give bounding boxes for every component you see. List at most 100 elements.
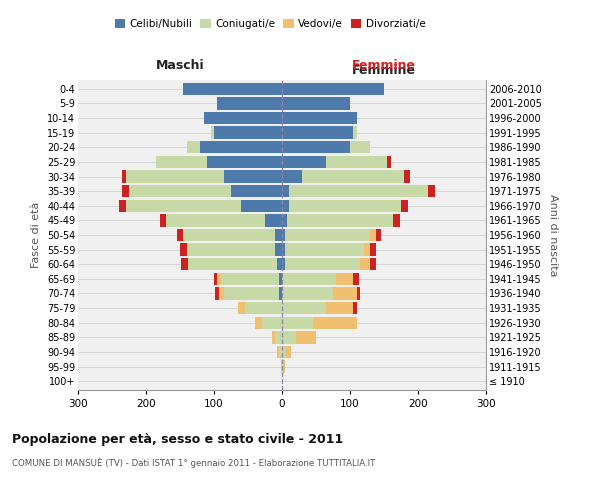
- Bar: [302, 170, 404, 182]
- Bar: [282, 82, 384, 95]
- Bar: [337, 272, 353, 285]
- Bar: [214, 272, 217, 285]
- Bar: [282, 200, 289, 212]
- Bar: [125, 200, 241, 212]
- Bar: [282, 272, 337, 285]
- Bar: [282, 156, 326, 168]
- Bar: [122, 170, 125, 182]
- Text: Popolazione per età, sesso e stato civile - 2011: Popolazione per età, sesso e stato civil…: [12, 432, 343, 446]
- Bar: [326, 302, 353, 314]
- Bar: [370, 258, 376, 270]
- Bar: [184, 229, 275, 241]
- Bar: [277, 258, 282, 270]
- Bar: [282, 126, 353, 139]
- Bar: [286, 346, 291, 358]
- Bar: [353, 272, 359, 285]
- Bar: [393, 214, 400, 226]
- Bar: [214, 126, 282, 139]
- Bar: [282, 331, 296, 344]
- Bar: [278, 288, 282, 300]
- Bar: [289, 200, 401, 212]
- Bar: [241, 200, 282, 212]
- Bar: [262, 316, 282, 329]
- Bar: [282, 141, 350, 154]
- Bar: [370, 229, 376, 241]
- Bar: [238, 302, 245, 314]
- Bar: [282, 258, 286, 270]
- Bar: [156, 156, 207, 168]
- Bar: [221, 272, 278, 285]
- Text: Maschi: Maschi: [155, 59, 205, 72]
- Bar: [275, 244, 282, 256]
- Bar: [272, 331, 275, 344]
- Bar: [277, 346, 278, 358]
- Bar: [207, 156, 282, 168]
- Bar: [286, 229, 370, 241]
- Bar: [428, 185, 435, 198]
- Bar: [282, 316, 313, 329]
- Bar: [187, 141, 200, 154]
- Bar: [129, 185, 231, 198]
- Bar: [282, 97, 350, 110]
- Bar: [353, 126, 357, 139]
- Bar: [353, 302, 357, 314]
- Bar: [289, 185, 428, 198]
- Bar: [282, 244, 286, 256]
- Bar: [350, 141, 370, 154]
- Bar: [122, 185, 129, 198]
- Bar: [376, 229, 381, 241]
- Bar: [217, 272, 221, 285]
- Bar: [275, 331, 282, 344]
- Bar: [388, 156, 391, 168]
- Bar: [255, 316, 262, 329]
- Bar: [404, 170, 410, 182]
- Bar: [364, 244, 370, 256]
- Text: Femmine: Femmine: [352, 64, 416, 77]
- Bar: [282, 360, 283, 373]
- Bar: [283, 360, 286, 373]
- Bar: [282, 346, 286, 358]
- Bar: [282, 185, 289, 198]
- Text: COMUNE DI MANSUÈ (TV) - Dati ISTAT 1° gennaio 2011 - Elaborazione TUTTITALIA.IT: COMUNE DI MANSUÈ (TV) - Dati ISTAT 1° ge…: [12, 458, 376, 468]
- Bar: [275, 229, 282, 241]
- Bar: [401, 200, 408, 212]
- Bar: [282, 170, 302, 182]
- Bar: [204, 112, 282, 124]
- Bar: [217, 97, 282, 110]
- Bar: [326, 156, 388, 168]
- Bar: [282, 302, 326, 314]
- Bar: [313, 316, 357, 329]
- Bar: [245, 302, 282, 314]
- Bar: [282, 288, 333, 300]
- Bar: [184, 82, 282, 95]
- Bar: [360, 258, 370, 270]
- Bar: [125, 170, 224, 182]
- Bar: [282, 214, 287, 226]
- Bar: [282, 112, 357, 124]
- Bar: [278, 346, 282, 358]
- Text: Femmine: Femmine: [352, 59, 416, 72]
- Bar: [357, 288, 360, 300]
- Y-axis label: Fasce di età: Fasce di età: [31, 202, 41, 268]
- Bar: [287, 214, 393, 226]
- Bar: [370, 244, 376, 256]
- Bar: [282, 229, 286, 241]
- Bar: [286, 258, 360, 270]
- Bar: [160, 214, 166, 226]
- Bar: [278, 272, 282, 285]
- Bar: [215, 288, 219, 300]
- Bar: [224, 170, 282, 182]
- Bar: [187, 244, 275, 256]
- Bar: [286, 244, 364, 256]
- Bar: [200, 141, 282, 154]
- Bar: [281, 360, 282, 373]
- Bar: [188, 258, 277, 270]
- Bar: [333, 288, 357, 300]
- Bar: [180, 244, 187, 256]
- Bar: [219, 288, 224, 300]
- Bar: [166, 214, 265, 226]
- Legend: Celibi/Nubili, Coniugati/e, Vedovi/e, Divorziati/e: Celibi/Nubili, Coniugati/e, Vedovi/e, Di…: [110, 15, 430, 34]
- Bar: [224, 288, 278, 300]
- Bar: [265, 214, 282, 226]
- Bar: [176, 229, 184, 241]
